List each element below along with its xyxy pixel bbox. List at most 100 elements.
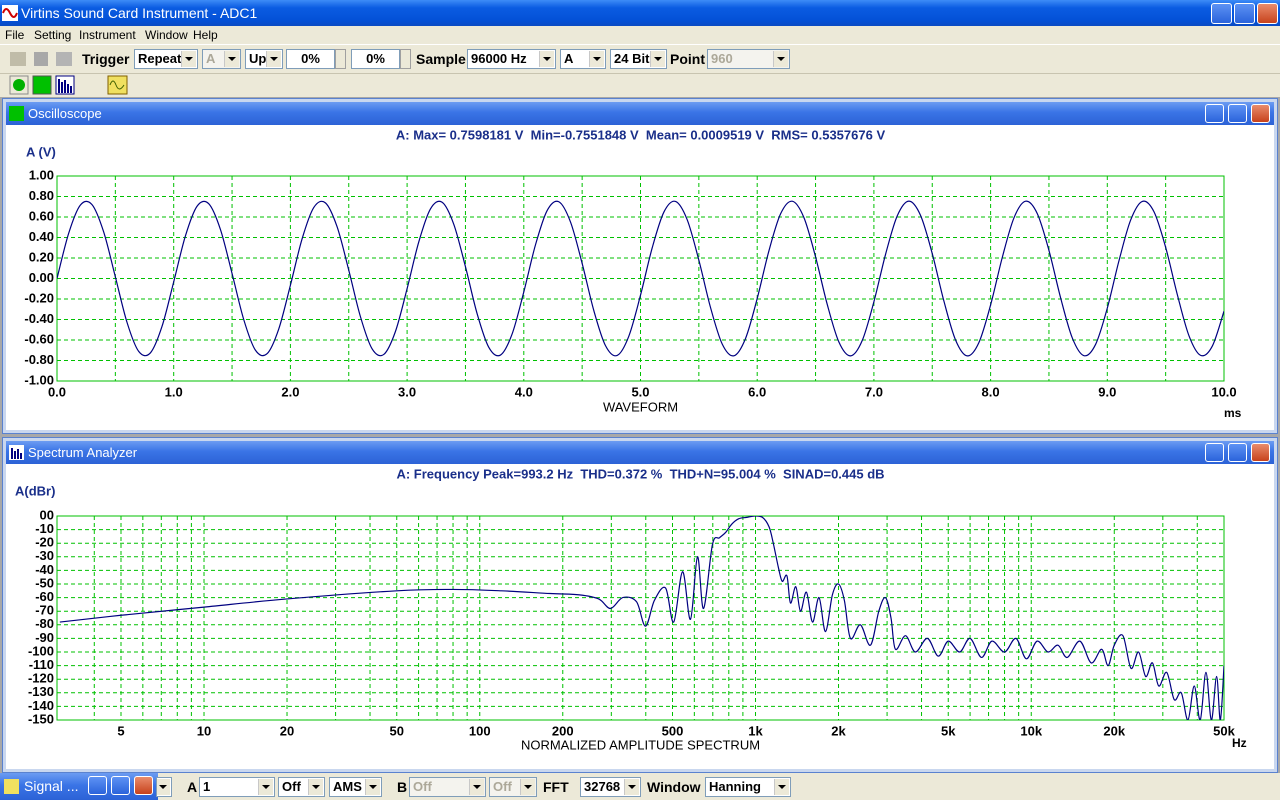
x-tick-label: 100 <box>469 723 491 738</box>
print-icon[interactable] <box>56 52 72 66</box>
restore-button[interactable] <box>1234 3 1255 24</box>
trace <box>59 516 1224 720</box>
select-value: Up <box>249 51 267 66</box>
y-tick-label: -120 <box>28 671 54 686</box>
minimize-button[interactable] <box>1211 3 1232 24</box>
select[interactable] <box>156 777 172 797</box>
y-axis-label: A(dBr) <box>15 483 55 498</box>
fft-size-select[interactable]: 32768 <box>580 777 641 797</box>
trigger-delay-input[interactable]: 0% <box>351 49 400 69</box>
toolbar-separator <box>0 73 1280 74</box>
y-tick-label: -140 <box>28 698 54 713</box>
x-tick-label: 6.0 <box>748 384 766 399</box>
a-range-select[interactable]: 1 <box>199 777 275 797</box>
x-axis-label: NORMALIZED AMPLITUDE SPECTRUM <box>521 737 760 752</box>
channel-select[interactable]: A <box>560 49 606 69</box>
b-label: B <box>397 779 408 795</box>
spectrum-window: Spectrum Analyzer A: Frequency Peak=993.… <box>2 437 1278 773</box>
window-icon <box>9 106 24 121</box>
trace <box>57 200 1224 357</box>
x-tick-label: 50k <box>1213 723 1235 738</box>
window-title: Virtins Sound Card Instrument - ADC1 <box>21 5 258 21</box>
menu-item[interactable]: File <box>5 28 25 42</box>
open-icon[interactable] <box>10 52 26 66</box>
x-axis-label: WAVEFORM <box>603 399 678 414</box>
child-window-title: Spectrum Analyzer <box>28 445 138 460</box>
close-button[interactable] <box>134 776 153 795</box>
select-value: Off <box>413 779 432 794</box>
select-value: Hanning <box>709 779 761 794</box>
b-off-select: Off <box>489 777 537 797</box>
y-tick-label: -1.00 <box>24 372 54 387</box>
x-tick-label: 9.0 <box>1098 384 1116 399</box>
instrument-icons[interactable] <box>8 75 133 95</box>
app-icon <box>2 5 18 21</box>
chart-title: A: Max= 0.7598181 V Min=-0.7551848 V Mea… <box>396 127 886 142</box>
restore-button[interactable] <box>88 776 107 795</box>
spinner[interactable] <box>335 49 346 69</box>
y-tick-label: -60 <box>35 589 54 604</box>
a-label: A <box>187 779 198 795</box>
spinner[interactable] <box>400 49 411 69</box>
x-tick-label: 20 <box>280 723 294 738</box>
menu-item[interactable]: Window <box>145 28 188 42</box>
x-tick-label: 1.0 <box>165 384 183 399</box>
x-tick-label: 8.0 <box>982 384 1000 399</box>
save-icon[interactable] <box>34 52 48 66</box>
trigger-mode-select[interactable]: Repeat <box>134 49 198 69</box>
select-value: Repeat <box>138 51 182 66</box>
a-off-select[interactable]: Off <box>278 777 325 797</box>
minimize-button[interactable] <box>1205 443 1224 462</box>
x-tick-label: 2.0 <box>281 384 299 399</box>
b-range-select: Off <box>409 777 486 797</box>
minimized-title: Signal ... <box>24 778 79 794</box>
input-value: 0% <box>366 51 385 66</box>
close-button[interactable] <box>1257 3 1278 24</box>
maximize-button[interactable] <box>1228 104 1247 123</box>
y-tick-label: -0.40 <box>24 311 54 326</box>
y-tick-label: 1.00 <box>29 167 54 182</box>
x-tick-label: 50 <box>390 723 404 738</box>
fft-label: FFT <box>543 779 569 795</box>
child-title-bar: Spectrum Analyzer <box>6 441 1274 464</box>
chart-title: A: Frequency Peak=993.2 Hz THD=0.372 % T… <box>396 466 884 481</box>
minimize-button[interactable] <box>1205 104 1224 123</box>
y-tick-label: 0.60 <box>29 208 54 223</box>
window-icon <box>9 445 24 460</box>
chart: A: Frequency Peak=993.2 Hz THD=0.372 % T… <box>15 466 1247 752</box>
y-tick-label: 00 <box>40 507 54 522</box>
maximize-button[interactable] <box>1228 443 1247 462</box>
x-tick-label: 200 <box>552 723 574 738</box>
select-value: AMS <box>333 779 362 794</box>
y-tick-label: 0.80 <box>29 188 54 203</box>
menu-item[interactable]: Instrument <box>79 28 136 42</box>
close-button[interactable] <box>1251 104 1270 123</box>
close-button[interactable] <box>1251 443 1270 462</box>
trigger-level-input[interactable]: 0% <box>286 49 335 69</box>
menu-item[interactable]: Setting <box>34 28 72 42</box>
x-unit-label: ms <box>1224 406 1242 420</box>
window-function-select[interactable]: Hanning <box>705 777 791 797</box>
child-title-bar: Oscilloscope <box>6 102 1274 125</box>
trigger-edge-select[interactable]: Up <box>245 49 283 69</box>
sample-rate-select[interactable]: 96000 Hz <box>467 49 556 69</box>
y-tick-label: -0.20 <box>24 290 54 305</box>
x-tick-label: 20k <box>1103 723 1125 738</box>
y-tick-label: -50 <box>35 575 54 590</box>
bits-select[interactable]: 24 Bit <box>610 49 667 69</box>
select-value: A <box>206 51 216 66</box>
y-axis-label: A (V) <box>26 144 56 159</box>
x-tick-label: 2k <box>831 723 846 738</box>
point-label: Point <box>670 51 705 67</box>
select-value: A <box>564 51 574 66</box>
window-label: Window <box>647 779 701 795</box>
minimized-window[interactable]: Signal ... <box>0 773 158 800</box>
y-tick-label: -0.80 <box>24 352 54 367</box>
y-tick-label: -20 <box>35 535 54 550</box>
maximize-button[interactable] <box>111 776 130 795</box>
x-tick-label: 5k <box>941 723 956 738</box>
x-tick-label: 0.0 <box>48 384 66 399</box>
trigger-label: Trigger <box>82 51 130 67</box>
menu-item[interactable]: Help <box>193 28 218 42</box>
a-mode-select[interactable]: AMS <box>329 777 382 797</box>
